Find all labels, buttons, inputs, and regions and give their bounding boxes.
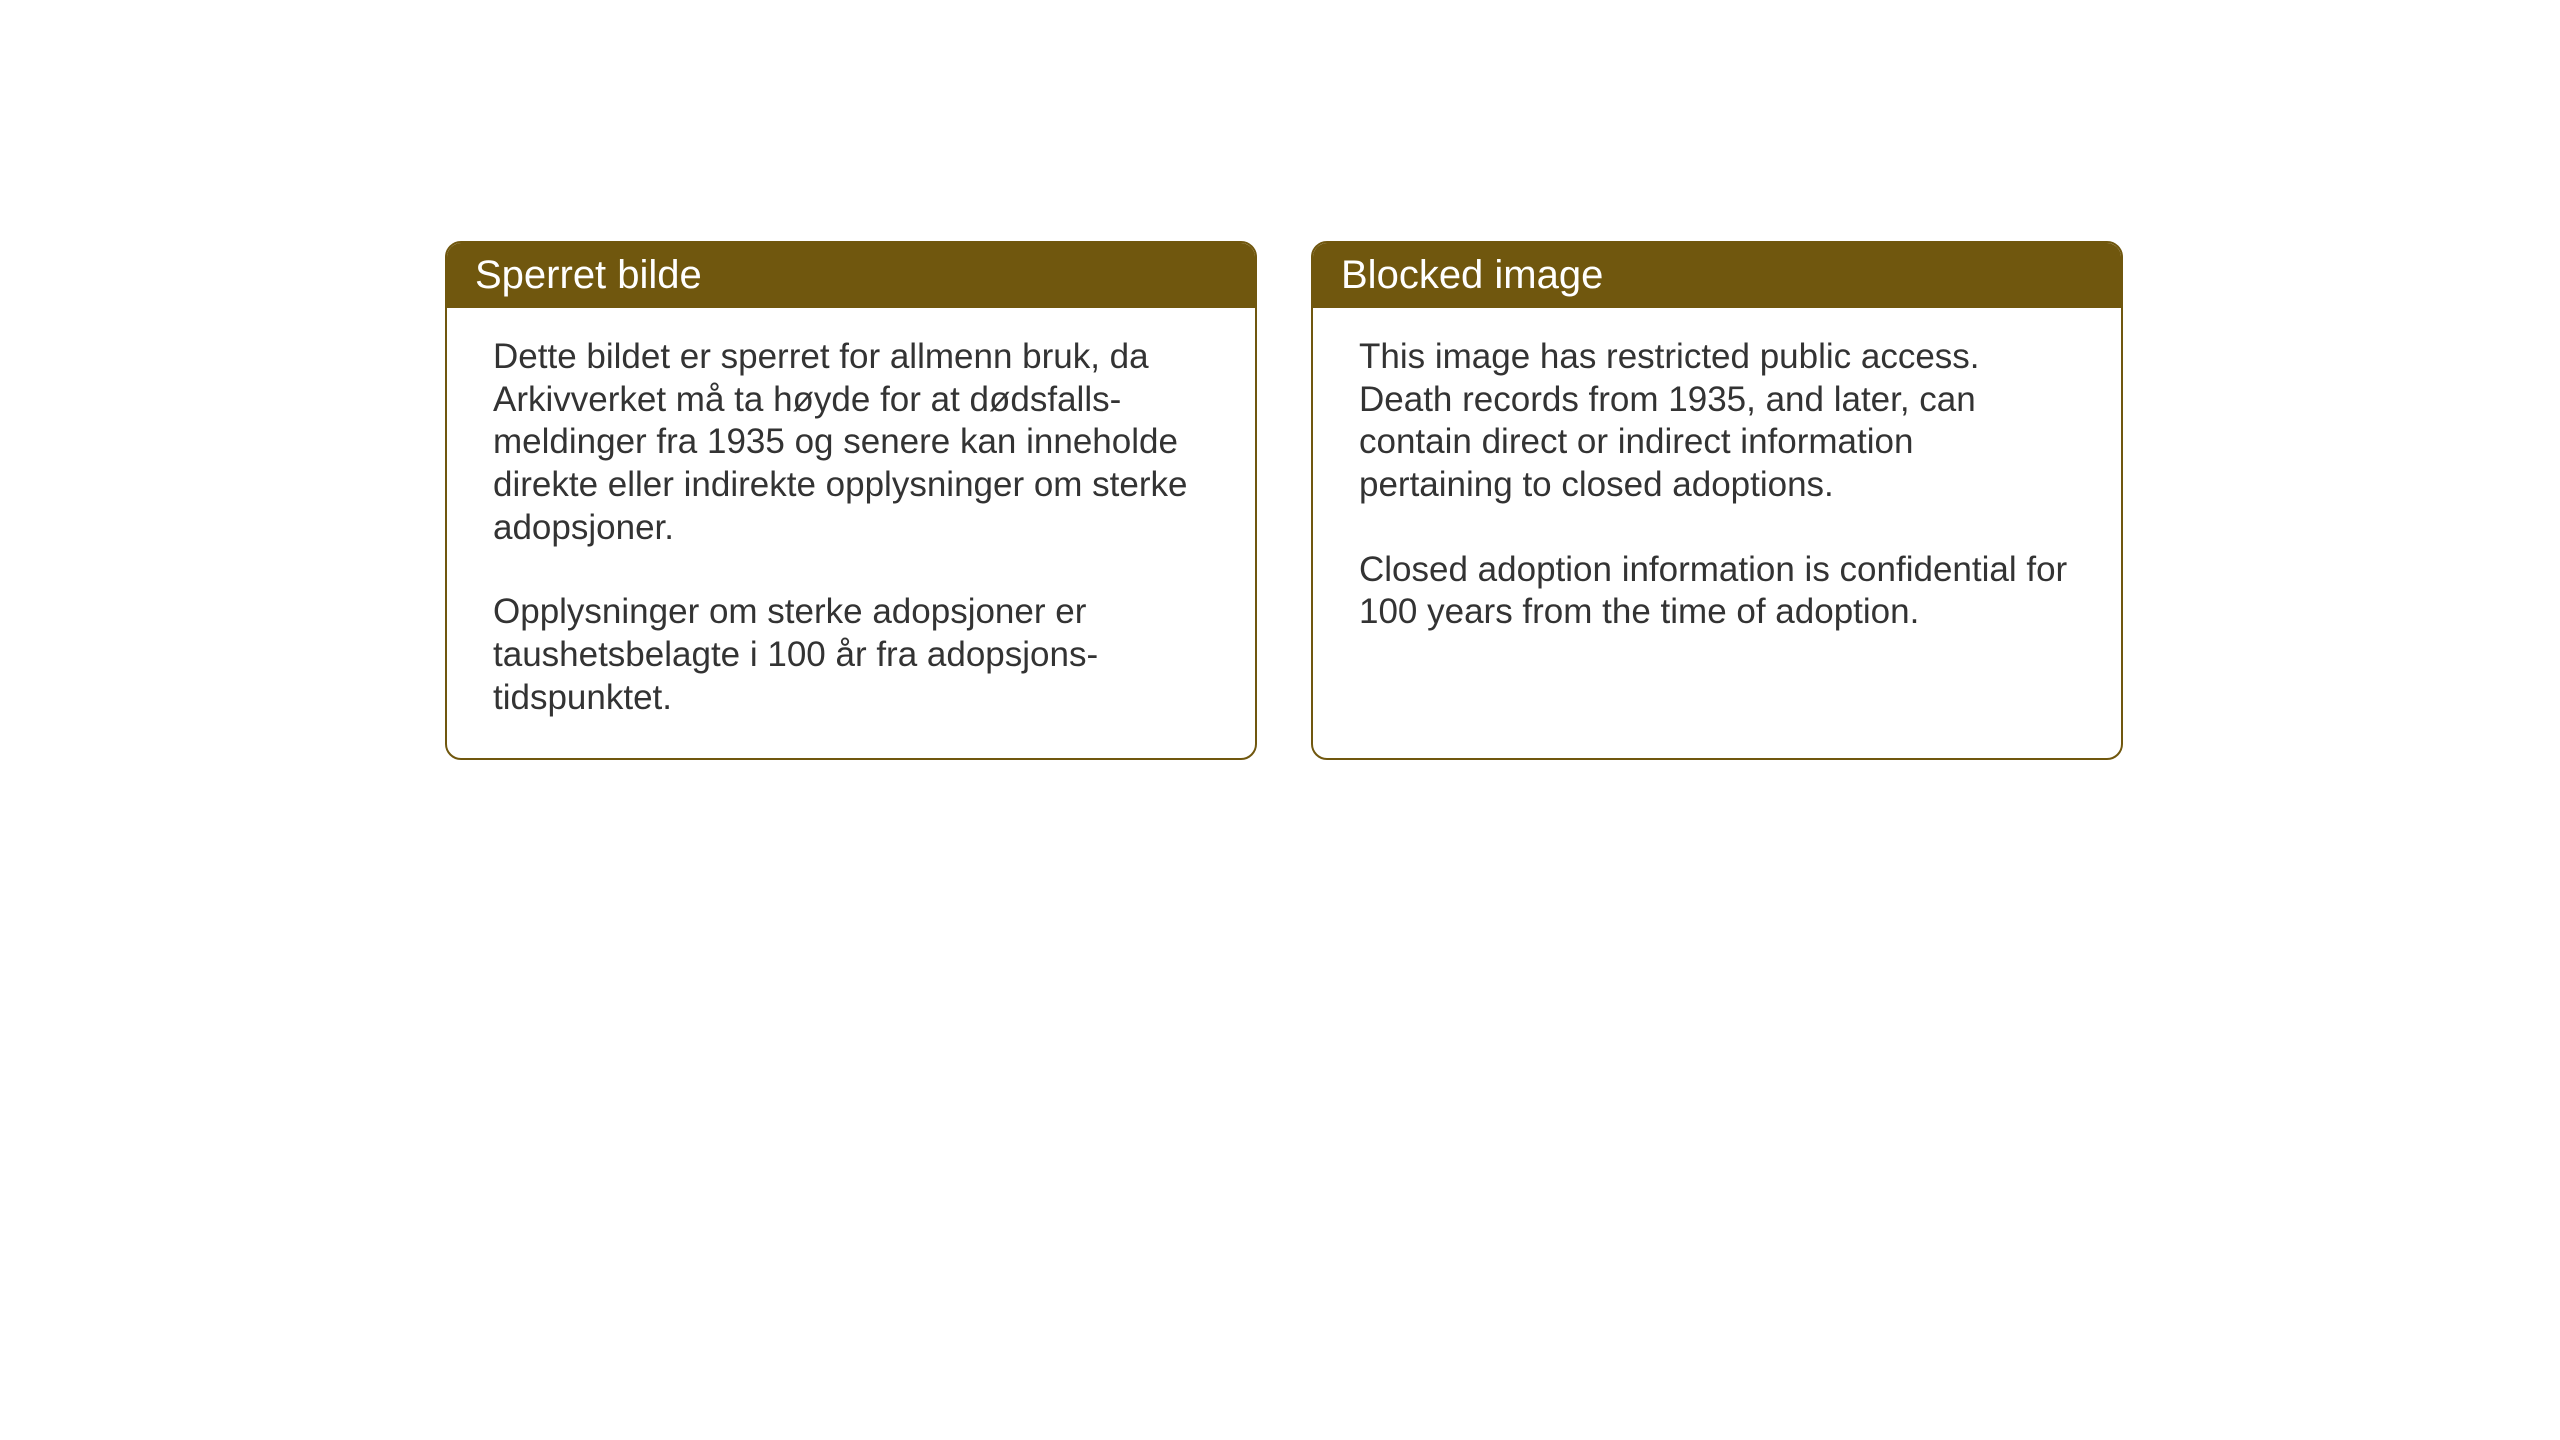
norwegian-card-body: Dette bildet er sperret for allmenn bruk… — [447, 308, 1255, 758]
english-paragraph-1: This image has restricted public access.… — [1359, 336, 2075, 507]
english-notice-card: Blocked image This image has restricted … — [1311, 241, 2123, 760]
norwegian-paragraph-1: Dette bildet er sperret for allmenn bruk… — [493, 336, 1209, 549]
norwegian-paragraph-2: Opplysninger om sterke adopsjoner er tau… — [493, 591, 1209, 719]
norwegian-card-title: Sperret bilde — [447, 243, 1255, 308]
english-card-title: Blocked image — [1313, 243, 2121, 308]
english-paragraph-2: Closed adoption information is confident… — [1359, 549, 2075, 634]
english-card-body: This image has restricted public access.… — [1313, 308, 2121, 672]
notice-container: Sperret bilde Dette bildet er sperret fo… — [445, 241, 2123, 760]
norwegian-notice-card: Sperret bilde Dette bildet er sperret fo… — [445, 241, 1257, 760]
